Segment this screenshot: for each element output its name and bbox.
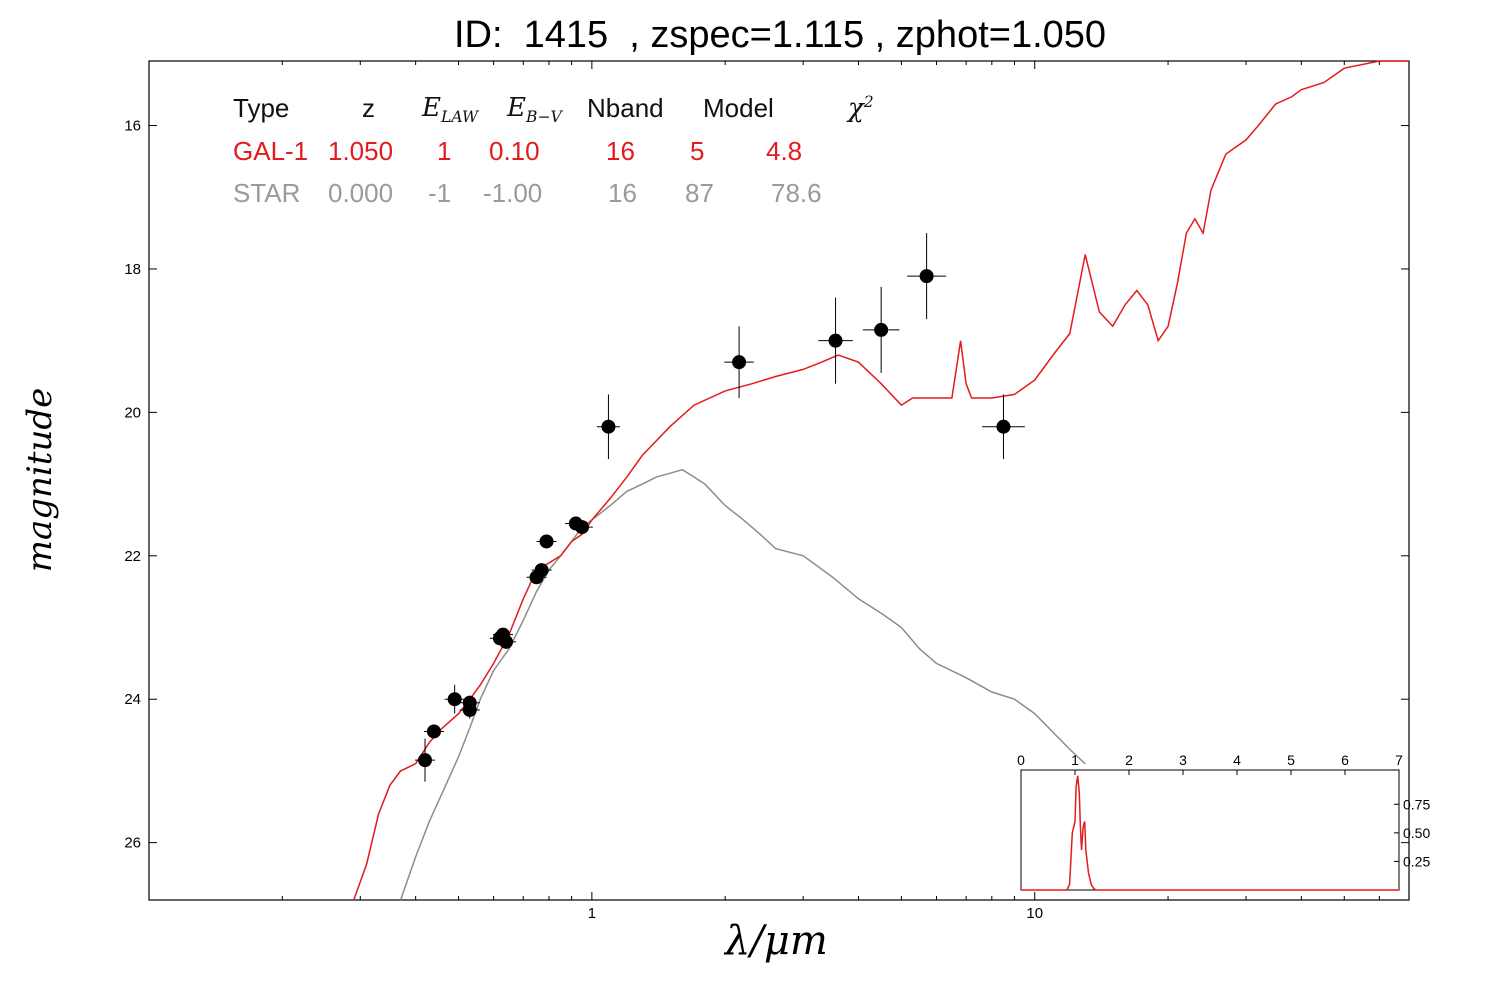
data-point — [874, 322, 889, 337]
data-point — [539, 534, 554, 549]
table-header-nband: Nband — [587, 93, 664, 123]
data-point — [828, 333, 843, 348]
inset-y-tick-label: 0.75 — [1403, 796, 1430, 812]
row-gal-elaw: 1 — [437, 136, 452, 166]
star-series — [399, 468, 1086, 901]
plot-frame — [148, 60, 1410, 901]
inset-x-tick-label: 7 — [1395, 752, 1403, 768]
row-gal-type: GAL-1 — [233, 136, 309, 166]
y-tick-label: 26 — [124, 835, 141, 852]
data-point — [426, 724, 441, 739]
galaxy-sed-line — [353, 60, 1409, 901]
data-point — [601, 419, 616, 434]
row-gal-chi2: 4.8 — [766, 136, 803, 166]
inset-x-tick-label: 1 — [1071, 752, 1079, 768]
y-tick-label: 24 — [124, 691, 141, 708]
data-point — [732, 355, 747, 370]
data-point — [996, 419, 1011, 434]
y-axis-label: magnitude — [20, 387, 60, 573]
star-sed-line — [399, 468, 1086, 901]
row-star-z: 0.000 — [328, 178, 394, 208]
row-gal-z: 1.050 — [328, 136, 394, 166]
page-title: ID: 1415 , zspec=1.115 , zphot=1.050 — [453, 14, 1107, 56]
inset-x-tick-label: 3 — [1179, 752, 1187, 768]
inset-y-tick-label: 0.50 — [1403, 825, 1430, 841]
inset-x-tick-label: 0 — [1017, 752, 1025, 768]
data-point — [447, 692, 462, 707]
data-point — [534, 563, 549, 578]
table-header-model: Model — [703, 93, 774, 123]
inset-frame — [1020, 769, 1400, 891]
table-header-elaw: ELAW — [422, 93, 478, 127]
y-tick-label: 18 — [124, 261, 141, 278]
galaxy-series — [353, 60, 1409, 901]
data-point — [575, 520, 590, 535]
data-point — [462, 695, 477, 710]
table-header-chi2: χ2 — [848, 93, 874, 124]
row-gal-ebv: 0.10 — [489, 136, 540, 166]
table-header-z: z — [362, 93, 375, 123]
observation-points — [415, 233, 1025, 782]
inset-x-tick-label: 5 — [1287, 752, 1295, 768]
y-tick-label: 22 — [124, 548, 141, 565]
y-tick-label: 20 — [124, 404, 141, 421]
inset-x-tick-label: 2 — [1125, 752, 1133, 768]
x-axis-label: λ/μm — [725, 918, 828, 964]
row-gal-nband: 16 — [606, 136, 635, 166]
inset-pdf-line — [1021, 775, 1399, 891]
row-star-ebv: -1.00 — [483, 178, 543, 208]
data-point — [919, 269, 934, 284]
data-point — [499, 634, 514, 649]
inset-x-tick-label: 4 — [1233, 752, 1241, 768]
inset-pdf-plot: 0 1 2 3 4 5 6 7 0.25 0.50 0.75 — [1017, 752, 1430, 891]
x-tick-label: 1 — [588, 905, 596, 922]
table-header-type: Type — [233, 93, 290, 123]
data-point — [418, 753, 433, 768]
row-star-chi2: 78.6 — [771, 178, 822, 208]
row-star-type: STAR — [233, 178, 301, 208]
row-star-model: 87 — [685, 178, 714, 208]
inset-x-tick-label: 6 — [1341, 752, 1349, 768]
table-header-ebv: EB−V — [507, 93, 562, 127]
y-tick-label: 16 — [124, 118, 141, 135]
row-star-nband: 16 — [608, 178, 637, 208]
x-tick-label: 10 — [1026, 905, 1043, 922]
row-gal-model: 5 — [690, 136, 705, 166]
row-star-elaw: -1 — [428, 178, 452, 208]
inset-y-tick-label: 0.25 — [1403, 853, 1430, 869]
